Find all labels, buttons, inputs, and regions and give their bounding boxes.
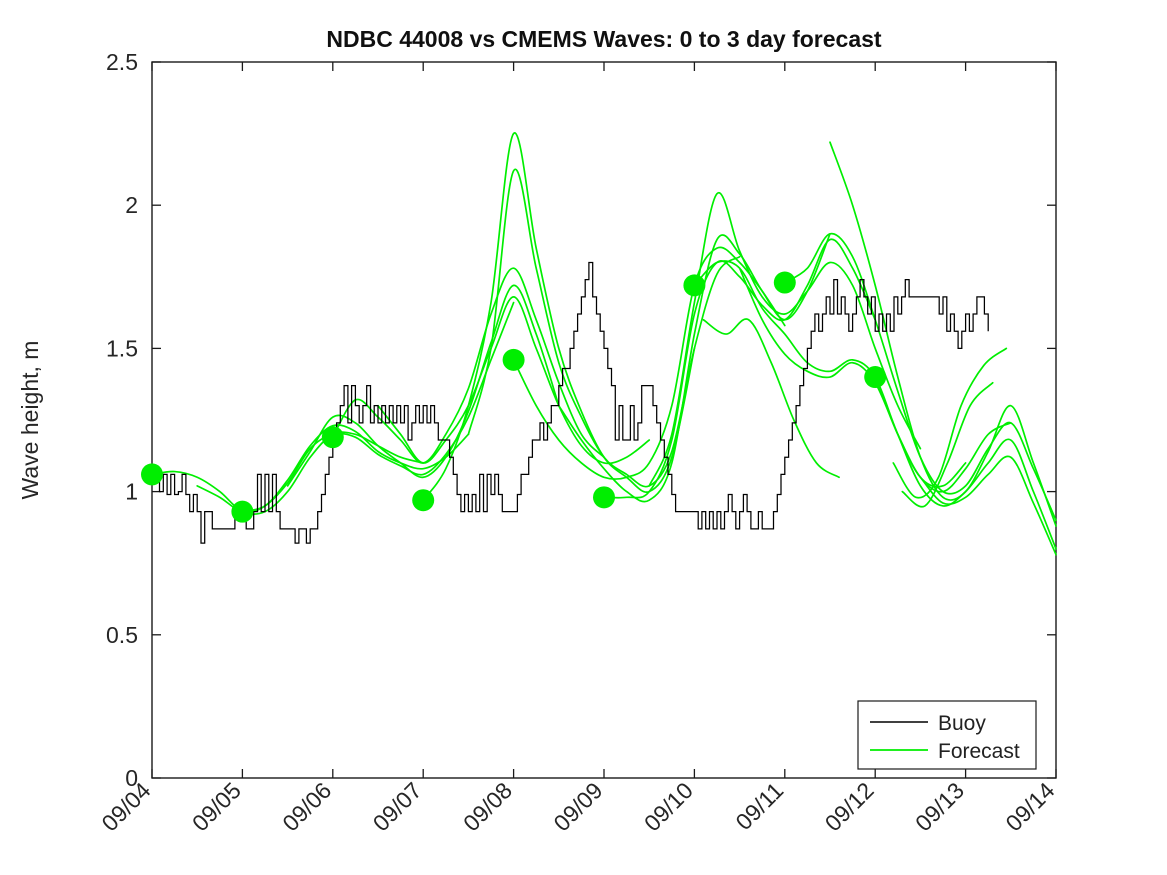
buoy-step-line <box>152 261 989 544</box>
forecast-init-marker-5 <box>593 486 615 509</box>
forecast-track-5 <box>377 296 651 465</box>
forecast-marker-group <box>141 271 887 523</box>
forecast-track-11 <box>648 192 922 487</box>
y-tick-label-1.5: 1.5 <box>106 335 138 361</box>
y-tick-label-0: 0 <box>125 765 138 791</box>
forecast-track-17 <box>919 455 1057 556</box>
forecast-track-10 <box>603 238 877 499</box>
chart-title: NDBC 44008 vs CMEMS Waves: 0 to 3 day fo… <box>326 26 882 52</box>
forecast-track-7 <box>467 168 741 488</box>
forecast-init-marker-7 <box>773 271 796 294</box>
y-axis-label: Wave height, m <box>17 341 43 500</box>
y-tick-label-1: 1 <box>125 479 138 505</box>
forecast-track-16 <box>874 376 1057 550</box>
forecast-init-marker-1 <box>231 500 254 523</box>
forecast-track-2 <box>241 301 515 513</box>
forecast-init-marker-3 <box>412 489 435 512</box>
forecast-init-marker-4 <box>502 348 525 371</box>
forecast-track-3 <box>286 284 560 487</box>
y-axis-ticks: 0 0.5 1 1.5 2 2.5 <box>106 49 1056 791</box>
forecast-track-18 <box>892 347 1008 499</box>
forecast-track-20 <box>702 318 840 479</box>
y-tick-label-0.5: 0.5 <box>106 622 138 648</box>
forecast-init-marker-2 <box>321 426 344 449</box>
buoy-series-group <box>152 261 989 544</box>
chart-legend[interactable]: Buoy Forecast <box>857 700 1037 770</box>
legend-label-buoy: Buoy <box>938 712 986 735</box>
legend-label-forecast: Forecast <box>938 740 1020 763</box>
forecast-series-group <box>151 132 1057 556</box>
y-tick-label-2.5: 2.5 <box>106 49 138 75</box>
legend-background <box>857 700 1037 770</box>
forecast-init-marker-0 <box>141 463 163 486</box>
forecast-init-marker-6 <box>683 274 706 297</box>
forecast-track-19 <box>901 381 994 508</box>
forecast-track-15 <box>829 141 1057 527</box>
forecast-init-marker-8 <box>864 366 887 389</box>
forecast-track-8 <box>512 246 786 480</box>
y-tick-label-2: 2 <box>125 192 138 218</box>
